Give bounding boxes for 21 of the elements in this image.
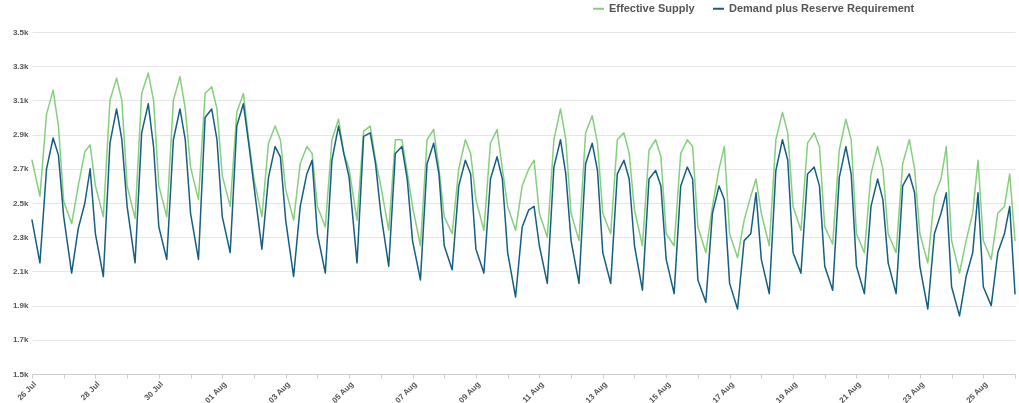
legend-label: Effective Supply <box>609 1 696 14</box>
x-tick-label: 09 Aug <box>457 379 483 403</box>
y-tick-label: 2.5k <box>12 198 30 208</box>
x-tick-label: 28 Jul <box>79 379 102 403</box>
x-tick-label: 30 Jul <box>142 379 165 403</box>
legend-label: Demand plus Reserve Requirement <box>729 1 915 14</box>
line-series <box>31 103 1016 317</box>
y-tick-label: 3.3k <box>12 61 30 71</box>
y-tick-label: 1.7k <box>12 335 30 345</box>
y-tick-label: 2.3k <box>12 232 30 242</box>
y-tick-label: 2.9k <box>12 130 30 140</box>
y-tick-label: 2.7k <box>12 164 30 174</box>
y-tick-label: 2.1k <box>12 266 30 276</box>
x-tick-label: 19 Aug <box>774 379 800 403</box>
y-tick-label: 3.5k <box>12 27 30 37</box>
y-tick-label: 1.5k <box>12 369 30 379</box>
x-tick-label: 05 Aug <box>330 379 356 403</box>
y-tick-label: 1.9k <box>12 301 30 311</box>
line-series <box>31 72 1016 274</box>
x-tick-label: 26 Jul <box>15 379 39 403</box>
y-tick-label: 3.1k <box>12 95 30 105</box>
